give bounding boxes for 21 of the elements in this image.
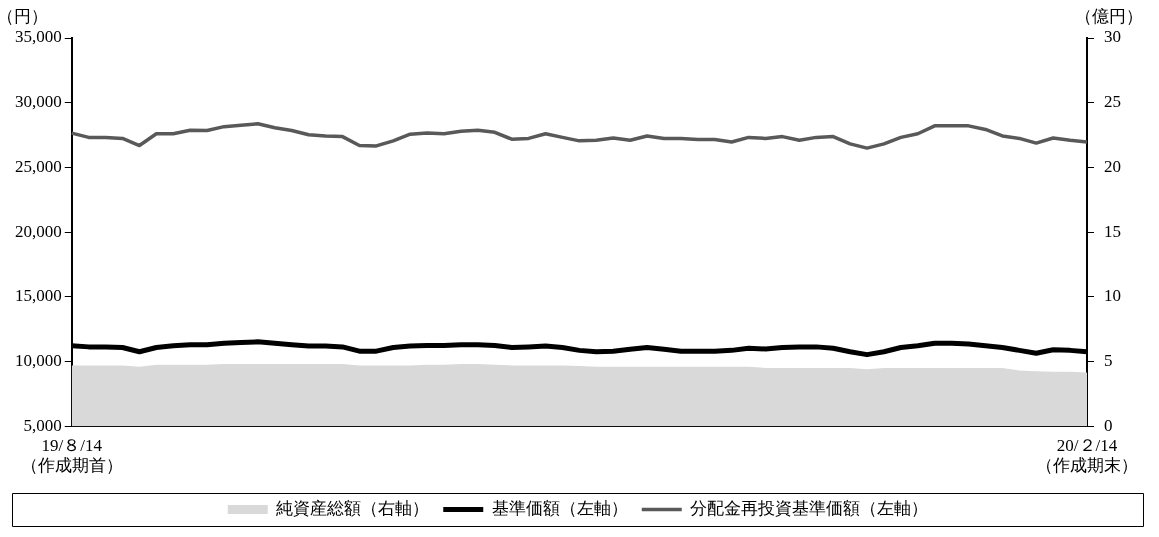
y2-tick-label: 10	[1104, 286, 1121, 306]
y-tick-label: 20,000	[15, 221, 62, 241]
y2-tick-label: 0	[1104, 415, 1113, 435]
y2-tick-label: 30	[1104, 27, 1121, 47]
y-tick-label: 5,000	[23, 415, 62, 435]
y-axis-title: （円）	[0, 6, 48, 26]
y-tick-label: 10,000	[15, 350, 62, 370]
y2-axis-title: （億円）	[1075, 6, 1143, 26]
legend-label: 純資産総額（右軸）	[276, 498, 430, 518]
y-tick-label: 25,000	[15, 156, 62, 176]
y-tick-label: 15,000	[15, 286, 62, 306]
x-tick-label: 20/２/14 （作成期末）	[1036, 435, 1138, 476]
y-tick-label: 35,000	[15, 27, 62, 47]
y-tick-label: 30,000	[15, 92, 62, 112]
y2-tick-label: 5	[1104, 350, 1113, 370]
legend-label: 分配金再投資基準価額（左軸）	[690, 498, 929, 518]
y2-tick-label: 15	[1104, 221, 1121, 241]
legend-label: 基準価額（左軸）	[491, 498, 628, 518]
y2-tick-label: 20	[1104, 156, 1121, 176]
y2-tick-label: 25	[1104, 92, 1121, 112]
x-tick-label: 19/８/14 （作成期首）	[20, 435, 123, 476]
